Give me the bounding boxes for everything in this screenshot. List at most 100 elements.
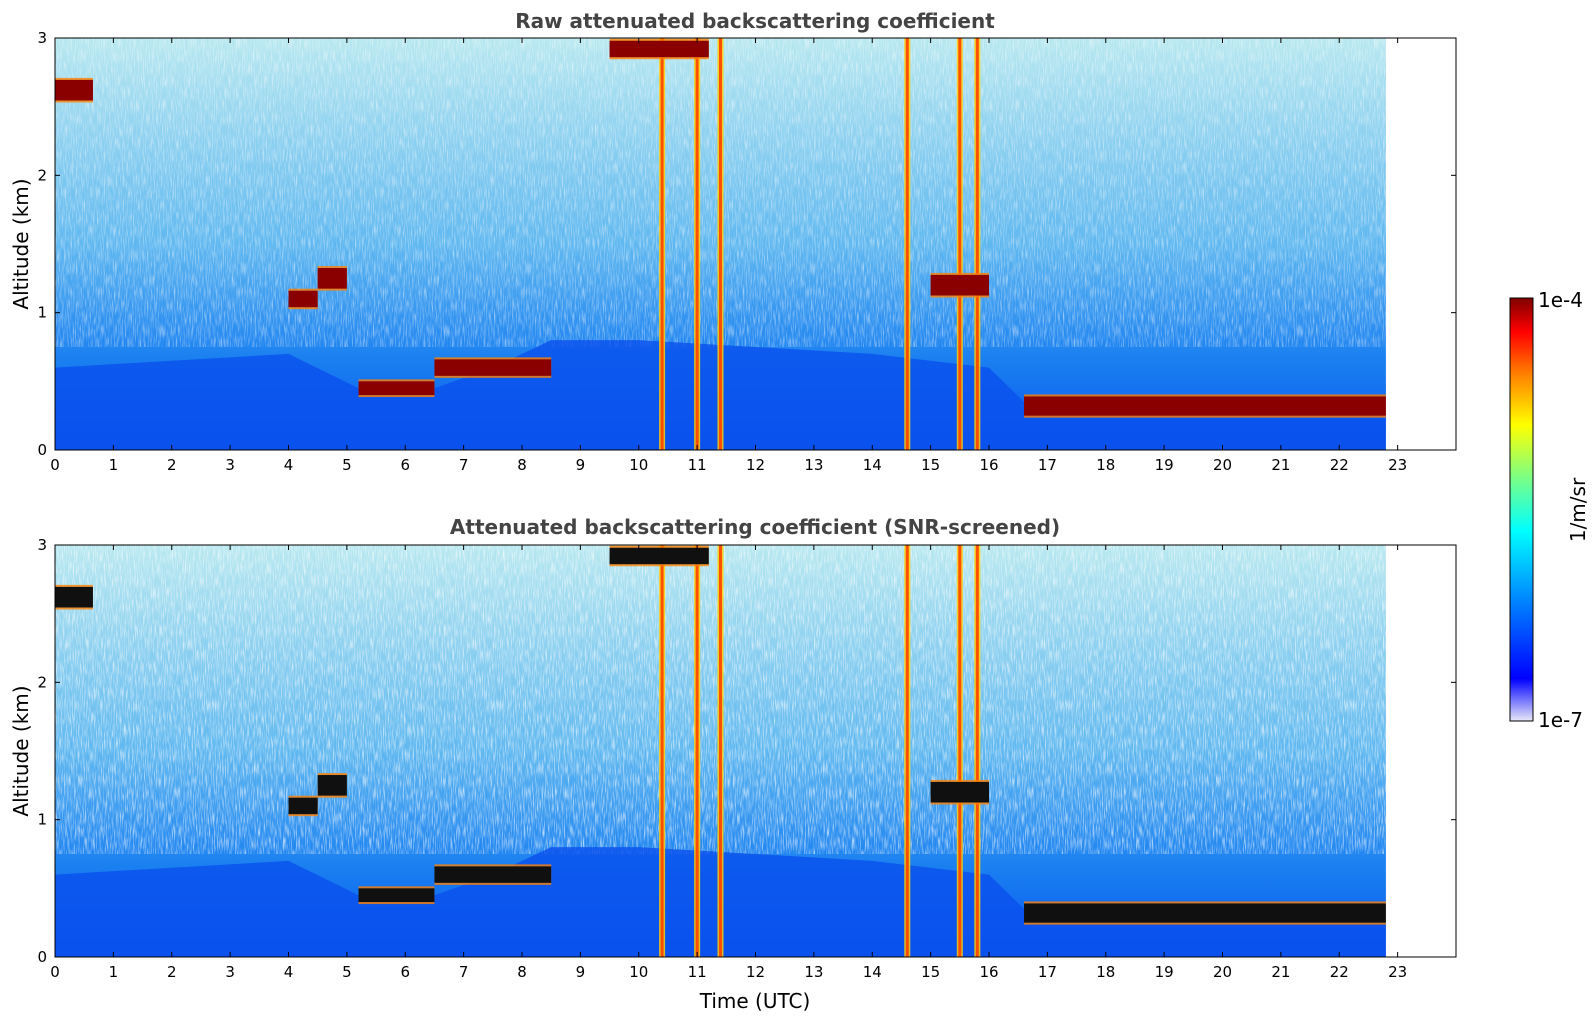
precipitation-core bbox=[695, 545, 699, 957]
x-ticks: 0 1 2 3 4 5 6 7 8 9 10 11 12 13 14 15 16 17 18 19 20 21 22 23 bbox=[50, 38, 1407, 474]
x-tick-label: 7 bbox=[459, 963, 469, 981]
x-tick-label: 22 bbox=[1330, 456, 1349, 474]
cloud-layer bbox=[434, 359, 552, 376]
x-tick-label: 11 bbox=[688, 963, 707, 981]
cloud-layer bbox=[288, 290, 318, 308]
x-tick-label: 10 bbox=[629, 456, 648, 474]
y-ticks: 0 1 2 3 bbox=[37, 29, 1456, 459]
x-tick-label: 6 bbox=[400, 456, 410, 474]
cloud-layer bbox=[317, 775, 347, 796]
x-tick-label: 12 bbox=[746, 963, 765, 981]
x-tick-label: 3 bbox=[225, 963, 235, 981]
chart-title: Raw attenuated backscattering coefficien… bbox=[515, 9, 995, 33]
x-tick-label: 6 bbox=[400, 963, 410, 981]
x-tick-label: 22 bbox=[1330, 963, 1349, 981]
y-tick-label: 0 bbox=[37, 948, 47, 966]
y-tick-label: 1 bbox=[37, 304, 47, 322]
no-data-region bbox=[1385, 38, 1456, 450]
x-tick-label: 14 bbox=[863, 963, 882, 981]
x-tick-label: 14 bbox=[863, 456, 882, 474]
precipitation-core bbox=[975, 38, 979, 450]
x-tick-label: 1 bbox=[109, 456, 119, 474]
chart-title: Attenuated backscattering coefficient (S… bbox=[450, 515, 1060, 539]
x-tick-label: 16 bbox=[979, 456, 998, 474]
y-tick-label: 3 bbox=[37, 29, 47, 47]
cloud-layer bbox=[1024, 396, 1386, 416]
x-tick-label: 2 bbox=[167, 963, 177, 981]
x-tick-label: 12 bbox=[746, 456, 765, 474]
x-tick-label: 5 bbox=[342, 456, 352, 474]
x-tick-label: 20 bbox=[1213, 963, 1232, 981]
x-tick-label: 11 bbox=[688, 456, 707, 474]
x-tick-label: 10 bbox=[629, 963, 648, 981]
x-tick-label: 18 bbox=[1096, 456, 1115, 474]
x-tick-label: 17 bbox=[1038, 456, 1057, 474]
y-tick-label: 1 bbox=[37, 811, 47, 829]
x-tick-label: 7 bbox=[459, 456, 469, 474]
no-data-region bbox=[1385, 545, 1456, 957]
y-axis-label: Altitude (km) bbox=[9, 685, 33, 816]
raw-backscatter-panel: 0 1 2 3 4 5 6 7 8 9 10 11 12 13 14 15 16 17 18 19 20 21 22 23 0… bbox=[9, 9, 1457, 474]
x-tick-label: 21 bbox=[1271, 456, 1290, 474]
x-tick-label: 0 bbox=[50, 456, 60, 474]
x-tick-label: 8 bbox=[517, 963, 527, 981]
colorbar-min-label: 1e-7 bbox=[1538, 708, 1583, 732]
cloud-layer bbox=[358, 888, 435, 903]
cloud-layer bbox=[317, 268, 347, 289]
colorbar-max-label: 1e-4 bbox=[1538, 288, 1583, 312]
snr-screened-heatmap bbox=[55, 545, 1456, 957]
x-tick-label: 23 bbox=[1388, 456, 1407, 474]
x-tick-label: 2 bbox=[167, 456, 177, 474]
x-axis-label: Time (UTC) bbox=[699, 989, 811, 1013]
x-tick-label: 16 bbox=[979, 963, 998, 981]
precipitation-core bbox=[695, 38, 699, 450]
x-tick-label: 23 bbox=[1388, 963, 1407, 981]
x-tick-label: 0 bbox=[50, 963, 60, 981]
x-tick-label: 1 bbox=[109, 963, 119, 981]
cloud-layer bbox=[930, 781, 989, 803]
y-ticks: 0 1 2 3 bbox=[37, 536, 1456, 966]
precipitation-core bbox=[718, 38, 722, 450]
x-tick-label: 4 bbox=[284, 456, 294, 474]
x-tick-label: 9 bbox=[576, 456, 586, 474]
x-tick-label: 21 bbox=[1271, 963, 1290, 981]
x-tick-label: 15 bbox=[921, 963, 940, 981]
snr-screened-panel: 0 1 2 3 4 5 6 7 8 9 10 11 12 13 14 15 16 17 18 19 20 21 22 23 0… bbox=[9, 515, 1457, 1013]
x-tick-label: 13 bbox=[804, 963, 823, 981]
precipitation-core bbox=[958, 545, 962, 957]
precipitation-core bbox=[660, 38, 664, 450]
precipitation-core bbox=[975, 545, 979, 957]
x-ticks: 0 1 2 3 4 5 6 7 8 9 10 11 12 13 14 15 16 17 18 19 20 21 22 23 bbox=[50, 545, 1407, 981]
y-tick-label: 2 bbox=[37, 673, 47, 691]
x-tick-label: 5 bbox=[342, 963, 352, 981]
x-tick-label: 3 bbox=[225, 456, 235, 474]
x-tick-label: 15 bbox=[921, 456, 940, 474]
precipitation-core bbox=[718, 545, 722, 957]
cloud-layer bbox=[1024, 903, 1386, 923]
colorbar-gradient bbox=[1509, 297, 1534, 722]
x-tick-label: 19 bbox=[1155, 456, 1174, 474]
x-tick-label: 13 bbox=[804, 456, 823, 474]
x-tick-label: 20 bbox=[1213, 456, 1232, 474]
x-tick-label: 17 bbox=[1038, 963, 1057, 981]
cloud-layer bbox=[434, 866, 552, 883]
cloud-layer bbox=[55, 79, 93, 101]
y-axis-label: Altitude (km) bbox=[9, 178, 33, 309]
cloud-layer bbox=[288, 797, 318, 815]
cloud-layer bbox=[609, 547, 709, 565]
cloud-layer bbox=[609, 40, 709, 58]
x-tick-label: 9 bbox=[576, 963, 586, 981]
y-tick-label: 2 bbox=[37, 166, 47, 184]
colorbar-unit-label: 1/m/sr bbox=[1566, 477, 1590, 542]
cloud-layer bbox=[55, 586, 93, 608]
colorbar: 1e-4 1e-7 1/m/sr bbox=[1509, 288, 1590, 732]
cloud-layer bbox=[358, 381, 435, 396]
raw-backscatter-heatmap bbox=[55, 38, 1456, 450]
y-tick-label: 3 bbox=[37, 536, 47, 554]
x-tick-label: 4 bbox=[284, 963, 294, 981]
cloud-layer bbox=[930, 274, 989, 296]
precipitation-core bbox=[660, 545, 664, 957]
precipitation-core bbox=[905, 545, 909, 957]
precipitation-core bbox=[958, 38, 962, 450]
